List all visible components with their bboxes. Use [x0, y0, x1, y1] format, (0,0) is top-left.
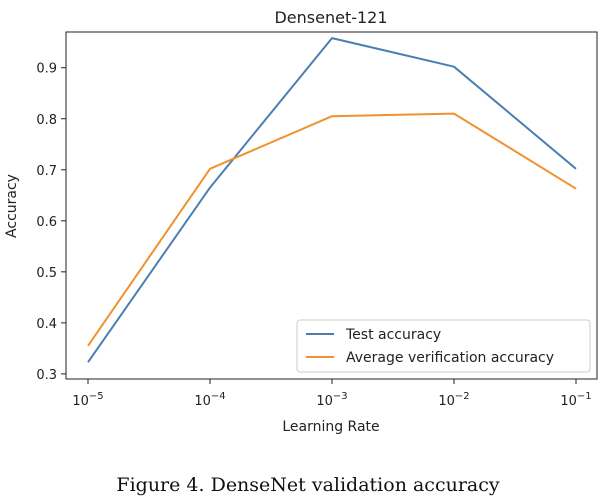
legend-label-test-accuracy: Test accuracy: [345, 327, 441, 343]
x-tick-label: 10−4: [194, 391, 225, 409]
y-tick-label: 0.5: [36, 266, 57, 281]
x-tick-base: 10: [560, 394, 577, 409]
x-axis-ticks: 10−5 10−4 10−3 10−2 10−1: [72, 379, 592, 409]
y-tick-label: 0.7: [36, 164, 57, 179]
y-tick-label: 0.3: [36, 368, 57, 383]
y-axis-ticks: 0.3 0.4 0.5 0.6 0.7 0.8 0.9: [36, 62, 66, 383]
x-tick-label: 10−2: [438, 391, 469, 409]
x-tick-exponent: −1: [577, 391, 592, 402]
figure-caption: Figure 4. DenseNet validation accuracy: [116, 474, 500, 496]
x-tick-exponent: −3: [333, 391, 348, 402]
series-layer: [87, 37, 577, 363]
x-tick-exponent: −4: [211, 391, 226, 402]
legend-box: [296, 319, 591, 373]
x-tick-base: 10: [316, 394, 333, 409]
x-tick-base: 10: [194, 394, 211, 409]
chart: Densenet-121 Learning Rate Accuracy 0.30…: [4, 8, 598, 435]
legend-label-average-verification-accuracy: Average verification accuracy: [346, 350, 554, 366]
x-tick-label: 10−1: [560, 391, 591, 409]
x-axis-label: Learning Rate: [282, 419, 379, 435]
y-axis-label: Accuracy: [4, 174, 20, 238]
y-tick-label: 0.9: [36, 62, 57, 77]
y-tick-label: 0.4: [36, 317, 57, 332]
series-line-test-accuracy: [87, 37, 577, 363]
x-tick-base: 10: [438, 394, 455, 409]
legend: Test accuracy Average verification accur…: [296, 319, 591, 373]
chart-title: Densenet-121: [274, 8, 387, 27]
x-tick-exponent: −2: [455, 391, 470, 402]
x-tick-label: 10−5: [72, 391, 103, 409]
x-tick-base: 10: [72, 394, 89, 409]
x-tick-label: 10−3: [316, 391, 347, 409]
x-tick-exponent: −5: [89, 391, 104, 402]
y-tick-label: 0.8: [36, 113, 57, 128]
y-tick-label: 0.6: [36, 215, 57, 230]
